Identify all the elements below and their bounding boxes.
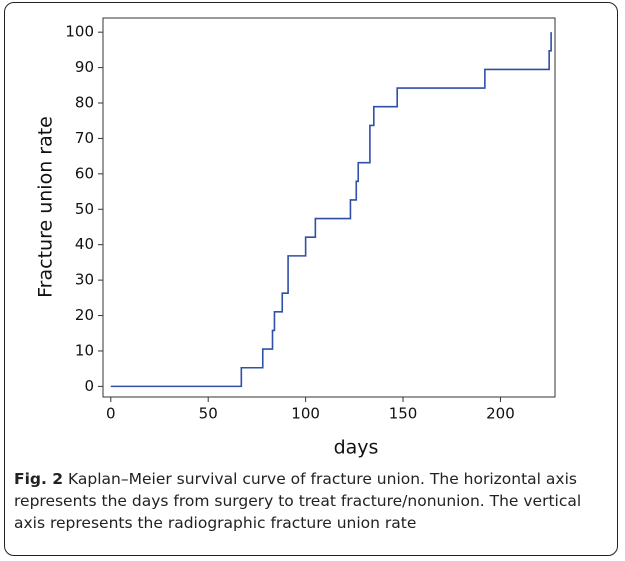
y-tick-label: 40 [75,235,94,253]
x-tick-label: 150 [389,405,418,423]
caption-label: Fig. 2 [14,470,64,488]
y-axis-label: Fracture union rate [35,116,57,298]
chart: days Fracture union rate 0 10 20 30 40 50 60 70… [35,17,556,459]
y-tick-label: 20 [75,306,94,324]
y-tick-label: 50 [75,200,94,218]
caption-text: Kaplan–Meier survival curve of fracture … [14,470,582,532]
x-axis-label: days [334,437,379,459]
y-tick-label: 90 [75,58,94,76]
x-tick-label: 100 [291,405,320,423]
y-tick-label: 70 [75,129,94,147]
y-tick-label: 80 [75,94,94,112]
survival-curve [110,32,552,388]
x-tick-label: 50 [199,405,218,423]
caption: Fig. 2 Kaplan–Meier survival curve of fr… [14,468,614,534]
plot-frame [102,17,556,398]
x-tick-label: 0 [106,405,116,423]
y-tick-label: 100 [65,23,94,41]
y-tick-label: 0 [84,377,94,395]
y-tick-label: 30 [75,271,94,289]
y-tick-label: 10 [75,341,94,359]
figure-frame [4,2,618,556]
y-tick-label: 60 [75,164,94,182]
x-tick-label: 200 [486,405,515,423]
